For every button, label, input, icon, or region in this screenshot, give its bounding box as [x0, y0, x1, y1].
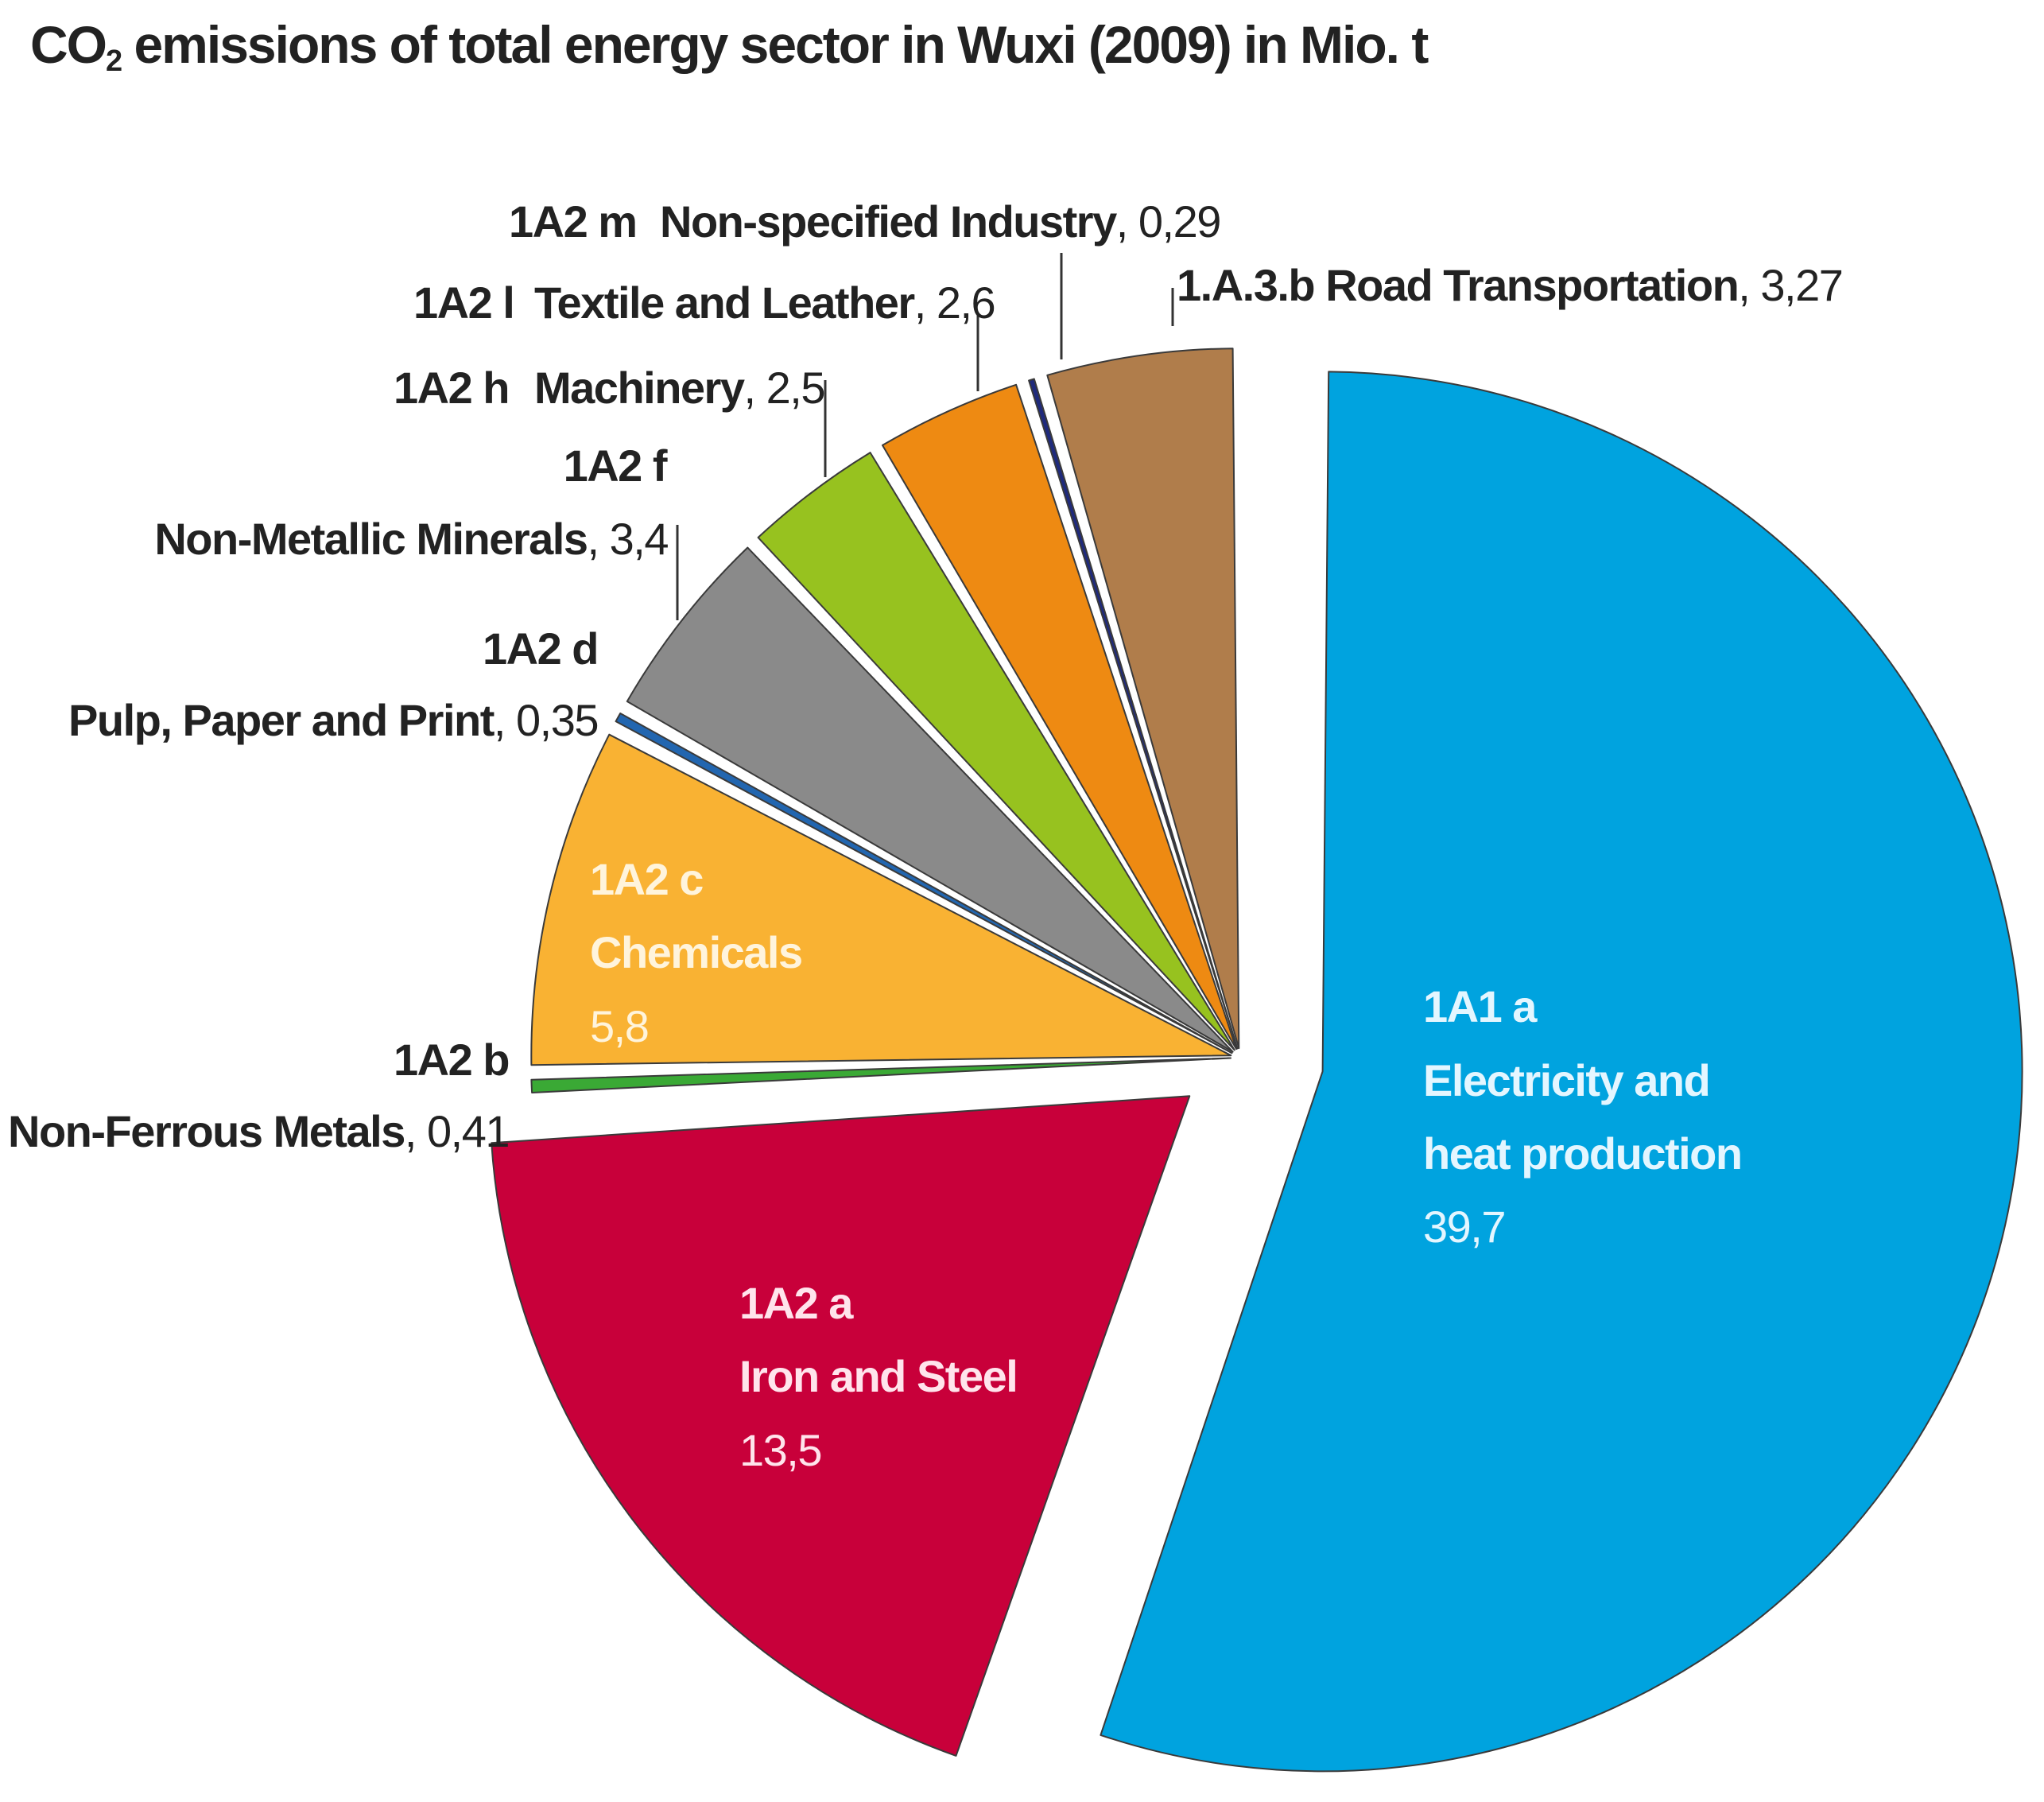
svg-text:Machinery, 2,5: Machinery, 2,5	[534, 363, 824, 413]
label-non-metallic-value: 3,4	[610, 514, 669, 564]
label-chemicals-name: Chemicals	[590, 927, 802, 977]
label-textile-code: 1A2 l	[413, 278, 514, 328]
label-non-ferrous: 1A2 b Non-Ferrous Metals, 0,41	[8, 1035, 510, 1156]
chart-title-subscript: 2	[106, 45, 122, 78]
label-iron-steel-code: 1A2 a	[739, 1278, 854, 1328]
label-machinery-name: Machinery	[534, 363, 745, 413]
label-pulp-paper-name: Pulp, Paper and Print	[68, 695, 495, 745]
label-non-specified-name: Non-specified Industry	[660, 196, 1117, 247]
label-machinery-code: 1A2 h	[394, 363, 509, 413]
label-chemicals: 1A2 c Chemicals 5,8	[590, 854, 803, 1051]
slice-machinery	[757, 452, 1235, 1051]
slice-non-ferrous	[530, 1057, 1231, 1093]
label-iron-steel-value: 13,5	[739, 1425, 821, 1475]
label-pulp-paper-value: 0,35	[516, 695, 598, 745]
label-non-metallic: 1A2 f Non-Metallic Minerals, 3,4	[154, 441, 669, 564]
label-iron-steel-name: Iron and Steel	[739, 1351, 1017, 1401]
slice-iron-steel	[491, 1095, 1191, 1757]
svg-text:Non-specified Industry, 0,29: Non-specified Industry, 0,29	[660, 196, 1220, 247]
slice-road	[1046, 348, 1240, 1050]
slice-non-metallic	[626, 546, 1234, 1053]
label-textile-value: 2,6	[937, 278, 995, 328]
label-electricity-name-1: Electricity and	[1423, 1055, 1709, 1105]
label-electricity: 1A1 a Electricity and heat production 39…	[1423, 981, 1743, 1252]
chart-title: CO2 emissions of total energy sector in …	[30, 14, 1429, 79]
leader-lines	[676, 253, 1174, 620]
svg-text:Pulp, Paper and Print, 0,35: Pulp, Paper and Print, 0,35	[68, 695, 598, 745]
label-textile-name: Textile and Leather	[534, 278, 914, 328]
label-non-metallic-code: 1A2 f	[564, 441, 668, 491]
label-textile: 1A2 l Textile and Leather, 2,6	[413, 278, 996, 328]
svg-text:1.A.3.b Road Transportation, 3: 1.A.3.b Road Transportation, 3,27	[1177, 260, 1842, 310]
label-non-specified-code: 1A2 m	[509, 196, 637, 247]
slice-chemicals	[530, 733, 1232, 1066]
label-non-specified-value: 0,29	[1138, 196, 1220, 247]
chart-title-prefix: CO	[30, 15, 107, 74]
label-non-metallic-name: Non-Metallic Minerals	[154, 514, 587, 564]
label-machinery: 1A2 h Machinery, 2,5	[394, 363, 825, 413]
label-machinery-value: 2,5	[766, 363, 824, 413]
label-road-value: 3,27	[1760, 260, 1842, 310]
slice-pulp-paper	[615, 713, 1233, 1054]
label-chemicals-value: 5,8	[590, 1001, 648, 1051]
svg-text:Non-Metallic Minerals, 3,4: Non-Metallic Minerals, 3,4	[154, 514, 668, 564]
label-road: 1.A.3.b Road Transportation, 3,27	[1177, 260, 1844, 310]
label-non-ferrous-name: Non-Ferrous Metals	[8, 1106, 405, 1156]
svg-text:Non-Ferrous Metals, 0,41: Non-Ferrous Metals, 0,41	[8, 1106, 509, 1156]
slice-textile	[882, 383, 1238, 1051]
label-non-specified: 1A2 m Non-specified Industry, 0,29	[509, 196, 1221, 247]
label-electricity-name-2: heat production	[1423, 1128, 1742, 1179]
label-non-ferrous-code: 1A2 b	[394, 1035, 509, 1085]
label-road-name: Road Transportation	[1325, 260, 1738, 310]
label-non-ferrous-value: 0,41	[427, 1106, 509, 1156]
chart-title-rest: emissions of total energy sector in Wuxi…	[121, 15, 1429, 74]
label-pulp-paper: 1A2 d Pulp, Paper and Print, 0,35	[68, 623, 599, 745]
pie-slices	[491, 348, 2023, 1773]
svg-text:Textile and Leather, 2,6: Textile and Leather, 2,6	[534, 278, 995, 328]
label-pulp-paper-code: 1A2 d	[483, 623, 598, 674]
label-electricity-value: 39,7	[1423, 1202, 1505, 1252]
label-iron-steel: 1A2 a Iron and Steel 13,5	[739, 1278, 1018, 1475]
label-electricity-code: 1A1 a	[1423, 981, 1538, 1031]
label-road-code: 1.A.3.b	[1177, 260, 1314, 310]
label-chemicals-code: 1A2 c	[590, 854, 703, 904]
slice-electricity	[1100, 371, 2023, 1773]
slice-non-specified	[1028, 378, 1239, 1050]
